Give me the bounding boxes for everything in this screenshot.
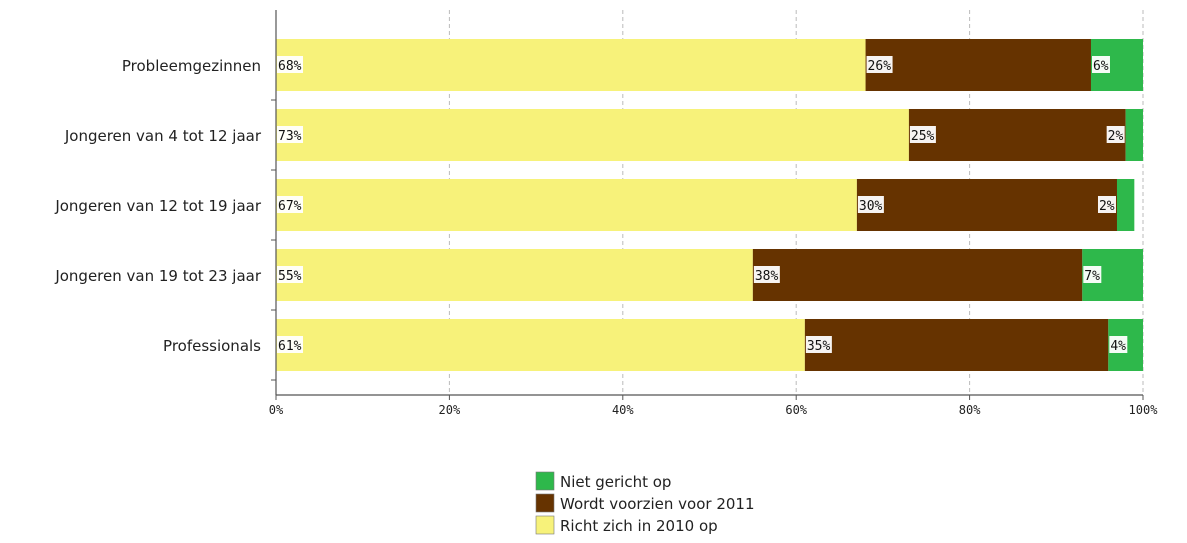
category-label: Jongeren van 12 tot 19 jaar [54,197,262,215]
legend: Niet gericht op Wordt voorzien voor 2011 R… [535,471,755,535]
data-label-background [805,336,832,353]
x-tick-label: 100% [1129,403,1159,417]
data-label-background [753,266,780,283]
x-tick-label: 20% [439,403,461,417]
data-label: 30% [857,196,884,214]
data-label-background [277,266,303,283]
data-label-background [1109,336,1128,353]
x-tick-label: 40% [612,403,634,417]
bar-segment [1116,179,1135,231]
data-label: 25% [909,126,936,144]
category-labels: Probleemgezinnen Jongeren van 4 tot 12 ja… [54,57,262,355]
legend-swatch [535,471,555,491]
data-label: 2% [1106,126,1125,144]
data-label: 61% [277,336,303,354]
bars: 68% 26% 6% 73% 25% 2% 67% 30% 2% 55% 38% 7% 61% 35% 4% [276,39,1143,371]
data-label: 55% [277,266,303,284]
data-label: 35% [805,336,832,354]
data-label-background [1083,266,1102,283]
data-label-text: 38% [755,269,779,284]
data-label-background [1106,126,1125,143]
data-label-background [1091,56,1110,73]
data-label-text: 6% [1093,59,1109,74]
x-tick-labels: 0% 20% 40% 60% 80% 100% [269,403,1158,417]
data-label-background [866,56,893,73]
bar-segment [804,319,1109,371]
data-label-background [909,126,936,143]
data-label-background [1097,196,1116,213]
bar-segment [752,249,1083,301]
data-label-text: 73% [278,129,302,144]
data-label-background [277,196,303,213]
data-label: 68% [277,56,303,74]
bar-segment [276,249,753,301]
category-label: Probleemgezinnen [122,57,261,75]
data-label-text: 2% [1099,199,1115,214]
legend-label: Niet gericht op [560,473,671,491]
x-tick-label: 60% [785,403,807,417]
data-label-background [277,56,303,73]
bar-segment [865,39,1091,91]
data-label: 6% [1091,56,1110,74]
data-label: 26% [866,56,893,74]
x-tick-label: 80% [959,403,981,417]
data-label-text: 30% [859,199,883,214]
category-label: Professionals [163,337,261,355]
bar-segment [276,39,866,91]
data-label: 67% [277,196,303,214]
legend-label: Richt zich in 2010 op [560,517,718,535]
data-label-background [277,336,303,353]
bar-segment [908,109,1126,161]
data-label-text: 68% [278,59,302,74]
data-label-text: 26% [868,59,892,74]
axes [271,10,1144,400]
category-label: Jongeren van 4 tot 12 jaar [64,127,262,145]
bar-segment [276,109,909,161]
data-label-text: 25% [911,129,935,144]
data-label-text: 35% [807,339,831,354]
x-tick-label: 0% [269,403,284,417]
data-label: 7% [1083,266,1102,284]
data-label: 38% [753,266,780,284]
data-label-text: 67% [278,199,302,214]
bar-segment [276,179,857,231]
data-label-text: 4% [1110,339,1126,354]
data-label: 4% [1109,336,1128,354]
data-label-background [277,126,303,143]
legend-label: Wordt voorzien voor 2011 [560,495,755,513]
legend-item: Niet gericht op [535,471,671,491]
legend-swatch [535,515,555,535]
data-label-text: 55% [278,269,302,284]
legend-item: Richt zich in 2010 op [535,515,718,535]
bar-segment [276,319,805,371]
data-label-text: 7% [1084,269,1100,284]
bar-segment [856,179,1117,231]
data-label-background [857,196,884,213]
data-label: 2% [1097,196,1116,214]
data-label-text: 2% [1108,129,1124,144]
category-label: Jongeren van 19 tot 23 jaar [54,267,262,285]
data-label: 73% [277,126,303,144]
data-label-text: 61% [278,339,302,354]
legend-item: Wordt voorzien voor 2011 [535,493,755,513]
legend-swatch [535,493,555,513]
bar-segment [1125,109,1143,161]
